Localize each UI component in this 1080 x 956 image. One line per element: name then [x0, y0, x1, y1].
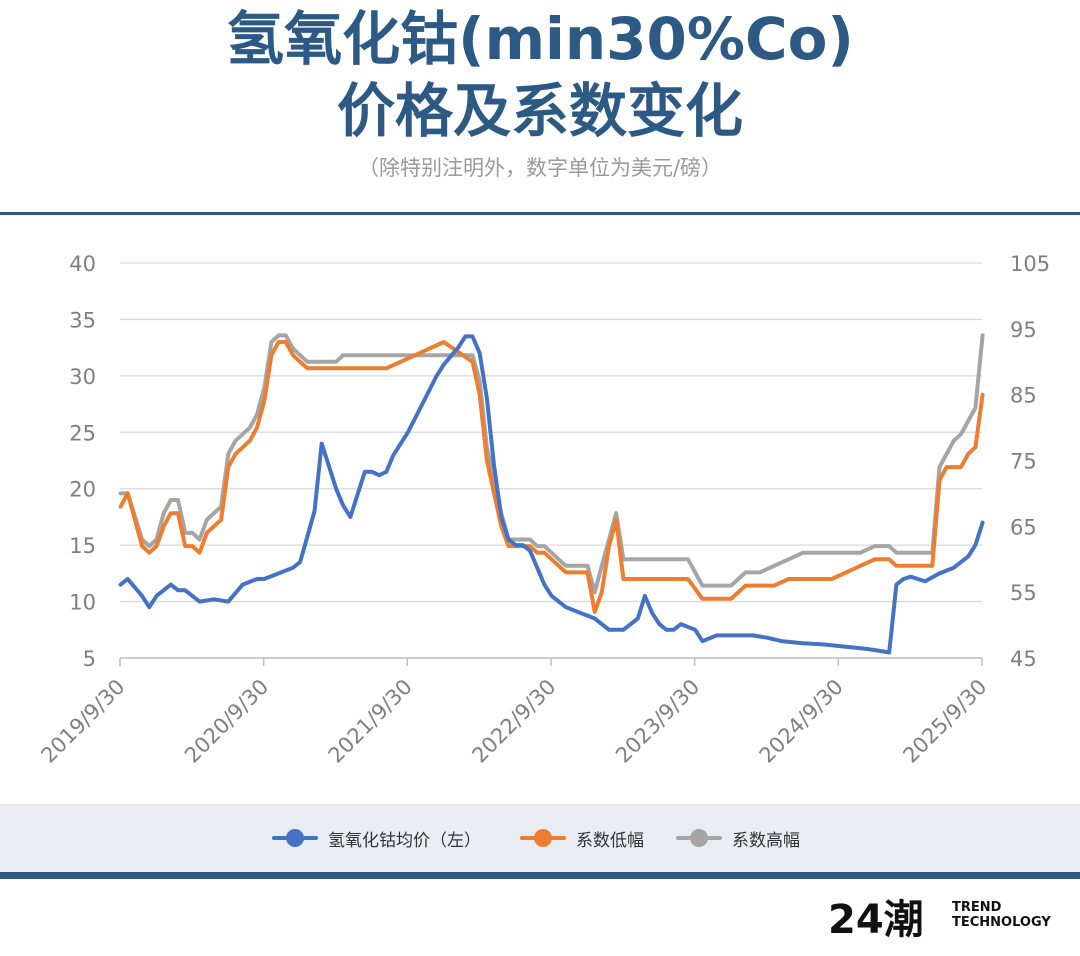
series-line-0 — [118, 334, 985, 655]
x-tick-label: 2022/9/30 — [467, 675, 560, 768]
legend-label-price: 氢氧化钴均价（左） — [328, 830, 481, 851]
y-right-tick-label: 65 — [1010, 515, 1037, 539]
x-tick-label: 2021/9/30 — [324, 675, 417, 768]
y-right-tick-label: 75 — [1010, 450, 1037, 474]
legend-item-price: 氢氧化钴均价（左） — [272, 826, 481, 851]
y-left-tick-label: 30 — [69, 365, 96, 389]
legend-label-low: 系数低幅 — [576, 830, 644, 851]
y-left-tick-label: 10 — [69, 591, 96, 615]
bottom-divider — [0, 872, 1080, 879]
chart-legend: 氢氧化钴均价（左） 系数低幅 系数高幅 — [0, 804, 1080, 872]
x-tick-label: 2020/9/30 — [180, 675, 273, 768]
page-title: 氢氧化钴(min30%Co) — [226, 5, 854, 73]
legend-swatch-blue — [272, 826, 318, 850]
y-right-tick-label: 55 — [1010, 581, 1037, 605]
line-chart: 5 10 15 20 25 30 35 40 45 55 65 75 85 95 105 2019/9/30 2… — [36, 252, 1050, 768]
x-tick-label: 2023/9/30 — [611, 675, 704, 768]
brand-text: TREND TECHNOLOGY — [952, 900, 1051, 930]
y-left-tick-label: 20 — [69, 478, 96, 502]
y-right-tick-label: 95 — [1010, 318, 1037, 342]
y-left-tick-label: 25 — [69, 421, 96, 445]
brand-mark: 24潮 — [828, 897, 924, 943]
top-divider — [0, 212, 1080, 215]
legend-label-high: 系数高幅 — [732, 830, 800, 851]
y-right-tick-label: 105 — [1010, 252, 1050, 276]
x-tick-label: 2019/9/30 — [36, 675, 129, 768]
legend-item-low: 系数低幅 — [520, 826, 644, 851]
y-right-tick-label: 45 — [1010, 647, 1037, 671]
series-line-2 — [118, 333, 985, 595]
y-left-tick-label: 5 — [83, 647, 96, 671]
brand-line1: TREND — [952, 900, 1002, 915]
y-left-tick-label: 40 — [69, 252, 96, 276]
legend-swatch-gray — [676, 826, 722, 850]
y-right-tick-label: 85 — [1010, 384, 1037, 408]
page-subtitle: （除特别注明外，数字单位为美元/磅） — [357, 156, 723, 180]
legend-item-high: 系数高幅 — [676, 826, 800, 851]
x-tick-label: 2025/9/30 — [898, 675, 991, 768]
series-line-1 — [118, 340, 985, 614]
brand-line2: TECHNOLOGY — [952, 915, 1051, 930]
x-tick-label: 2024/9/30 — [755, 675, 848, 768]
y-left-tick-label: 15 — [69, 534, 96, 558]
y-left-tick-label: 35 — [69, 308, 96, 332]
legend-swatch-orange — [520, 826, 566, 850]
page-title-line2: 价格及系数变化 — [336, 77, 743, 145]
